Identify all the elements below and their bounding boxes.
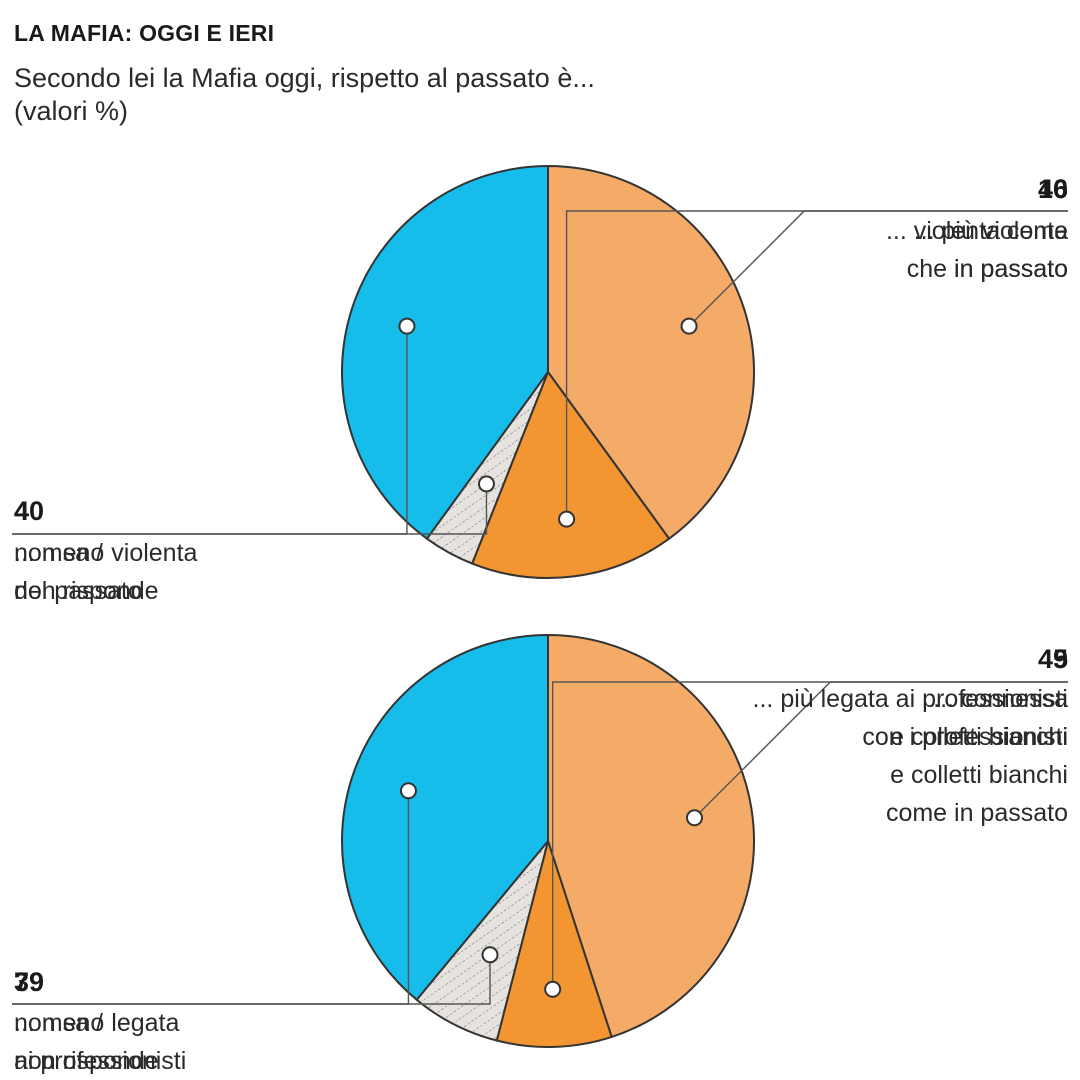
pie1-marker-2 [558,510,576,528]
pie1-marker-3 [477,475,495,493]
pie2-slice-2 [495,840,613,1048]
pie1-slice-4 [341,165,549,540]
pie1-leader-4 [12,326,408,535]
pie2-label-1-line-2: con i professionisti [862,723,1068,751]
chart-subtitle: Secondo lei la Mafia oggi, rispetto al p… [14,62,814,128]
pie2-value-1: 45 [1038,644,1068,674]
pie2-value-2: 9 [1053,644,1068,674]
pie1-label-1-line-2: in passato [954,255,1068,283]
pie2-marker-1 [685,809,703,827]
pie1-leader-2 [565,210,1068,520]
pie2-leader-4 [12,790,410,1005]
pie2-marker-3 [481,946,499,964]
pie2-leader-2 [551,681,1068,990]
pie1-value-2: 16 [1038,174,1068,204]
pie1-marker-1 [680,317,698,335]
pie1-value-3: 4 [14,496,29,526]
pie2-marker-2 [544,980,562,998]
pie2-marker-4 [399,782,417,800]
pie1-marker-4 [398,317,416,335]
pie2-label-1-line-3: e colletti bianchi [890,761,1068,789]
pie1-label-1-line-1: ... violenta come [886,217,1068,245]
pie1-slice-1 [547,165,755,540]
pie1-value-4: 40 [14,496,44,526]
pie2-label-1-line-1: ... connessa [933,685,1068,713]
pie2-label-2-line-1: ... più legata ai professionisti [753,685,1068,713]
pie2-label-3-line-2: non risponde [14,1047,159,1075]
pie1-label-3-line-1: non sa / [14,539,103,567]
pie1-value-1: 40 [1038,174,1068,204]
subtitle-question: Secondo lei la Mafia oggi, rispetto al p… [14,63,595,93]
pie2-value-3: 7 [14,967,29,997]
subtitle-unit: (valori %) [14,96,129,126]
pie2-label-1-line-4: come in passato [886,799,1068,827]
pie2-label-4-line-1: ... meno legata [14,1009,179,1037]
label-layer: 40 ... violenta come in passato 16 ... più v… [14,174,1068,1075]
pie1-label-4-line-1: ... meno violenta [14,539,198,567]
pie2-label-3-line-1: non sa / [14,1009,103,1037]
pie2-value-4: 39 [14,967,44,997]
pie2-slice-1 [547,634,755,1038]
pie2-slice-4 [341,634,549,1001]
pie1-label-3-line-2: non risponde [14,577,159,605]
pie1-label-2-line-1: ... più violenta [914,217,1068,245]
leader-layer [12,210,1068,1005]
pie-layer [341,165,755,1048]
pie1-label-4-line-2: del passato [14,577,142,605]
pie1-slice-2 [471,371,671,579]
pie2-label-2-line-2: e colletti bianchi [890,723,1068,751]
pie1-label-2-line-2: che in passato [907,255,1068,283]
pie2-label-4-line-2: ai professionisti [14,1047,186,1075]
chart-title: LA MAFIA: OGGI E IERI [14,20,275,46]
